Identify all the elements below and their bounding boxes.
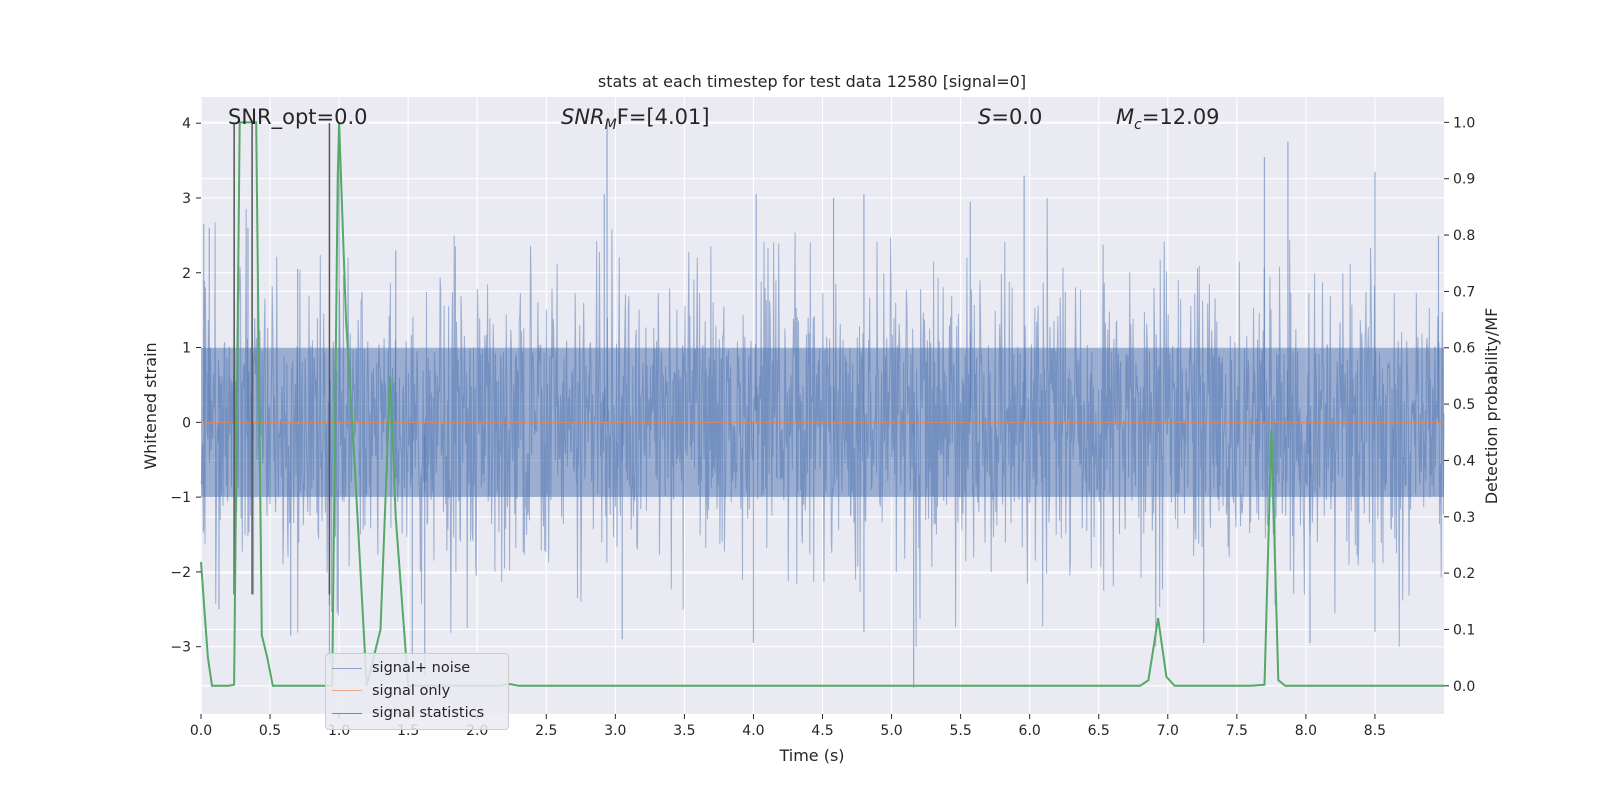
y-axis-label: Whitened strain: [141, 342, 160, 469]
chart-title: stats at each timestep for test data 125…: [598, 72, 1026, 91]
y-right-tick-label: 0.6: [1453, 341, 1475, 357]
y-tick-label: −2: [170, 565, 191, 581]
y-right-tick-label: 0.4: [1453, 453, 1475, 469]
y-right-tick-label: 0.5: [1453, 397, 1475, 413]
y-tick-label: 4: [182, 116, 191, 132]
y-tick-label: 2: [182, 266, 191, 282]
annotation-mc-main: M: [1116, 105, 1134, 129]
legend: signal+ noise signal only signal statist…: [325, 653, 509, 730]
legend-label-signal-statistics: signal statistics: [372, 705, 485, 722]
signal-statistics-line: [200, 121, 1444, 687]
y-right-tick-label: 0.7: [1453, 284, 1475, 300]
annotation-s-main: S: [978, 105, 991, 129]
x-tick-label: 8.5: [1364, 723, 1386, 739]
y-right-tick-label: 0.1: [1453, 622, 1475, 638]
x-tick-label: 3.5: [673, 723, 695, 739]
annotation-snr-mf-main: SNR: [561, 105, 605, 129]
legend-label-signal-only: signal only: [372, 682, 451, 699]
x-tick-label: 5.0: [880, 723, 902, 739]
x-tick-label: 3.0: [604, 723, 626, 739]
y-tick-label: −3: [170, 640, 191, 656]
y-right-tick-label: 1.0: [1453, 115, 1475, 131]
y-right-tick-label: 0.2: [1453, 566, 1475, 582]
annotation-snr-opt: SNR_opt=0.0: [228, 105, 368, 130]
y-right-tick-label: 0.9: [1453, 172, 1475, 188]
x-axis-label: Time (s): [778, 746, 844, 765]
y-tick-label: 0: [182, 415, 191, 431]
x-tick-label: 7.5: [1226, 723, 1248, 739]
legend-item-signal-only: signal only: [332, 680, 502, 703]
y-right-tick-label: 0.8: [1453, 228, 1475, 244]
x-tick-label: 8.0: [1295, 723, 1317, 739]
legend-item-signal-statistics: signal statistics: [332, 702, 502, 725]
legend-label-signal-plus-noise: signal+ noise: [372, 660, 471, 677]
legend-item-signal-plus-noise: signal+ noise: [332, 657, 502, 680]
annotation-snr-mf: SNRMF=[4.01]: [561, 105, 710, 133]
annotation-s: S=0.0: [978, 105, 1042, 129]
x-tick-label: 2.5: [535, 723, 557, 739]
x-tick-label: 7.0: [1157, 723, 1179, 739]
annotation-mc: Mc=12.09: [1116, 105, 1220, 133]
y-tick-label: −1: [170, 490, 191, 506]
series-signal-statistics: [200, 121, 1444, 687]
x-tick-label: 6.5: [1088, 723, 1110, 739]
legend-swatch-signal-only: [332, 690, 362, 692]
x-tick-label: 0.0: [190, 723, 212, 739]
annotation-mc-rest: =12.09: [1142, 105, 1220, 129]
axis-ticks: 0.0 0.5 1.0 1.5 2.0 2.5 3.0 3.5 4.0 4.5 5.0 5.5 6.0 6…: [170, 115, 1475, 739]
annotation-snr-mf-rest: F=[4.01]: [617, 105, 710, 129]
x-tick-label: 4.0: [742, 723, 764, 739]
x-tick-label: 6.0: [1019, 723, 1041, 739]
x-tick-label: 5.5: [949, 723, 971, 739]
vertical-markers: [233, 123, 331, 595]
y-right-tick-label: 0.3: [1453, 510, 1475, 526]
annotation-snr-mf-sub: M: [605, 117, 617, 133]
annotation-mc-sub: c: [1134, 117, 1142, 133]
y-tick-label: 3: [182, 191, 191, 207]
y-axis-right-label: Detection probability/MF: [1482, 308, 1501, 505]
legend-swatch-statistics: [332, 712, 362, 714]
y-right-tick-label: 0.0: [1453, 679, 1475, 695]
x-tick-label: 4.5: [811, 723, 833, 739]
annotation-s-rest: =0.0: [991, 105, 1042, 129]
x-tick-label: 0.5: [259, 723, 281, 739]
y-tick-label: 1: [182, 341, 191, 357]
legend-swatch-noise: [332, 667, 362, 669]
